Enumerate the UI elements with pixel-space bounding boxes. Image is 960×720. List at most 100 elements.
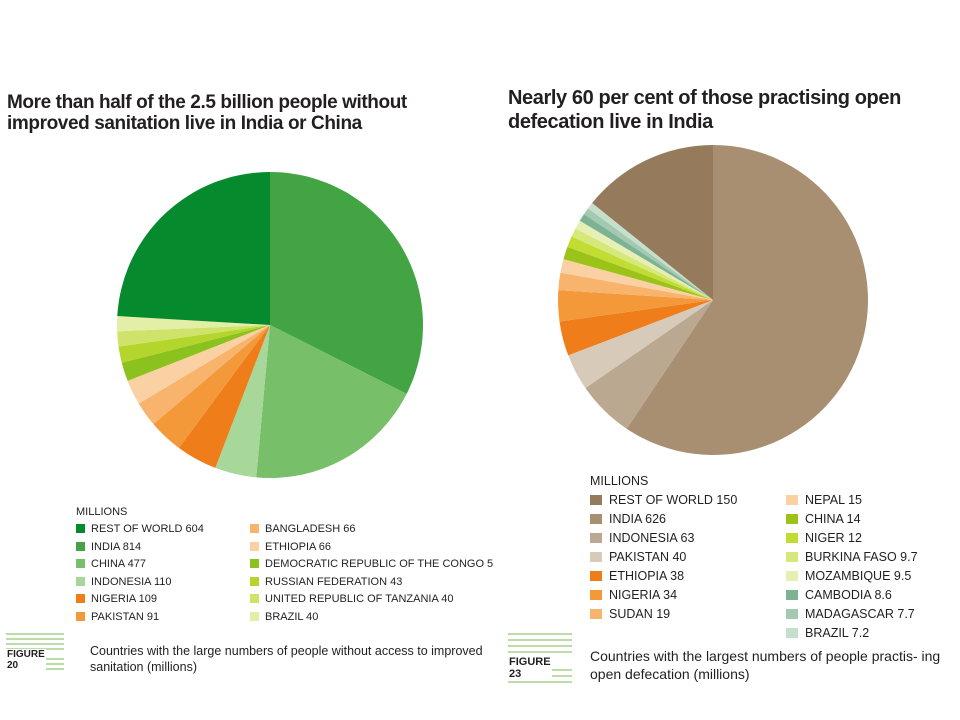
legend-label: CHINA 477 xyxy=(91,558,147,570)
legend-swatch xyxy=(590,552,602,562)
legend-label: NEPAL 15 xyxy=(805,493,862,507)
legend-item-ethiopia-38: ETHIOPIA 38 xyxy=(590,569,684,584)
legend-swatch xyxy=(250,594,259,603)
pie-slice-mozambique-9-5 xyxy=(575,220,713,300)
legend-label: BRAZIL 7.2 xyxy=(805,626,870,640)
pie-slice-rest-of-world-150 xyxy=(592,145,713,300)
legend-swatch xyxy=(76,524,85,533)
legend-label: RUSSIAN FEDERATION 43 xyxy=(265,575,403,588)
legend-item-niger-12: NIGER 12 xyxy=(786,531,862,546)
legend-item-brazil-7-2: BRAZIL 7.2 xyxy=(786,626,869,641)
legend-swatch xyxy=(786,628,798,638)
legend-item-rest-of-world-150: REST OF WORLD 150 xyxy=(590,493,737,508)
legend-item-mozambique-9-5: MOZAMBIQUE 9.5 xyxy=(786,569,911,584)
legend-swatch xyxy=(590,533,602,543)
figure-caption: Countries with the large numbers of peop… xyxy=(90,644,483,674)
legend-label: MOZAMBIQUE 9.5 xyxy=(805,569,912,583)
legend-swatch xyxy=(590,495,602,505)
legend-item-pakistan-40: PAKISTAN 40 xyxy=(590,550,686,565)
legend-swatch xyxy=(250,541,259,551)
legend-label: NIGERIA 34 xyxy=(609,588,678,602)
legend-item-cambodia-8-6: CAMBODIA 8.6 xyxy=(786,588,892,603)
legend-label: ETHIOPIA 66 xyxy=(265,540,332,553)
pie-slice-ethiopia-38 xyxy=(559,300,713,356)
legend-swatch xyxy=(786,533,798,543)
legend-item-indonesia-110: INDONESIA 110 xyxy=(76,576,172,589)
legend-item-bangladesh-66: BANGLADESH 66 xyxy=(250,523,355,536)
legend-swatch xyxy=(786,571,798,581)
legend-item-india-814: INDIA 814 xyxy=(76,541,141,554)
legend-label: MADAGASCAR 7.7 xyxy=(805,607,915,621)
legend-swatch xyxy=(590,609,602,619)
legend-label: SUDAN 19 xyxy=(609,607,671,621)
legend-item-sudan-19: SUDAN 19 xyxy=(590,607,670,622)
pie-slice-bangladesh-66 xyxy=(138,325,270,425)
pie-slice-ethiopia-66 xyxy=(127,325,270,404)
legend-item-brazil-40: BRAZIL 40 xyxy=(250,611,318,624)
legend-item-ethiopia-66: ETHIOPIA 66 xyxy=(250,541,331,554)
legend-label: DEMOCRATIC REPUBLIC OF THE CONGO 5 xyxy=(265,558,494,570)
pie-slice-nepal-15 xyxy=(560,259,713,300)
legend-label: ETHIOPIA 38 xyxy=(609,569,685,583)
legend-label: BURKINA FASO 9.7 xyxy=(805,550,918,564)
legend-item-india-626: INDIA 626 xyxy=(590,512,666,527)
legend-label: INDONESIA 63 xyxy=(609,531,695,545)
pie-slice-brazil-7-2 xyxy=(588,202,713,300)
legend-swatch xyxy=(250,559,259,568)
legend-swatch xyxy=(590,571,602,581)
figure-label: FIGURE 23 xyxy=(508,656,552,680)
legend-swatch xyxy=(786,590,798,600)
legend-label: REST OF WORLD 150 xyxy=(609,493,738,507)
legend-item-nigeria-109: NIGERIA 109 xyxy=(76,593,157,606)
legend-swatch xyxy=(250,576,259,586)
pie-slice-democratic-republic-of-the-congo-5 xyxy=(121,325,270,381)
legend-swatch xyxy=(590,514,602,524)
legend-swatch xyxy=(250,524,259,533)
chart-title: Nearly 60 per cent of those practising o… xyxy=(508,87,901,133)
legend-label: BRAZIL 40 xyxy=(265,610,319,623)
pie-slice-cambodia-8-6 xyxy=(579,214,713,300)
pie-slice-pakistan-40 xyxy=(568,300,713,389)
pie-slice-indonesia-110 xyxy=(215,325,270,478)
legend-swatch xyxy=(76,559,85,568)
pie-slice-nigeria-34 xyxy=(558,290,713,322)
legend-item-china-14: CHINA 14 xyxy=(786,512,861,527)
pie-slice-india-626 xyxy=(626,145,869,455)
legend-label: PAKISTAN 40 xyxy=(609,550,687,564)
figure-label: FIGURE 20 xyxy=(6,649,46,671)
legend-label: CAMBODIA 8.6 xyxy=(805,588,892,602)
chart-title: More than half of the 2.5 billion people… xyxy=(7,92,407,134)
legend-label: INDIA 626 xyxy=(609,512,666,526)
figure-caption: Countries with the largest numbers of pe… xyxy=(590,648,941,682)
legend-header: MILLIONS xyxy=(76,506,128,518)
legend-label: NIGERIA 109 xyxy=(91,593,158,605)
pie-slice-united-republic-of-tanzania-40 xyxy=(117,325,270,347)
pie-slice-madagascar-7-7 xyxy=(583,208,713,300)
legend-item-indonesia-63: INDONESIA 63 xyxy=(590,531,694,546)
legend-label: REST OF WORLD 604 xyxy=(91,523,204,535)
pie-slice-nigeria-109 xyxy=(178,325,270,468)
legend-swatch xyxy=(786,514,798,524)
pie-slice-china-477 xyxy=(256,325,407,479)
legend-swatch xyxy=(76,541,85,551)
legend-swatch xyxy=(786,609,798,619)
pie-slice-niger-12 xyxy=(567,236,713,300)
legend-item-china-477: CHINA 477 xyxy=(76,558,146,571)
legend-item-rest-of-world-604: REST OF WORLD 604 xyxy=(76,523,204,536)
pie-chart xyxy=(558,145,869,455)
legend-item-burkina-faso-9-7: BURKINA FASO 9.7 xyxy=(786,550,918,565)
pie-slice-china-14 xyxy=(563,246,713,300)
legend-label: NIGER 12 xyxy=(805,531,862,545)
legend-swatch xyxy=(76,611,85,621)
pie-slice-burkina-faso-9-7 xyxy=(571,228,713,300)
pie-slice-indonesia-63 xyxy=(585,300,713,429)
legend-swatch xyxy=(250,611,259,621)
legend-item-nepal-15: NEPAL 15 xyxy=(786,493,862,508)
legend-label: INDIA 814 xyxy=(91,540,142,553)
legend-label: INDONESIA 110 xyxy=(91,575,172,588)
legend-item-nigeria-34: NIGERIA 34 xyxy=(590,588,677,603)
legend-swatch xyxy=(786,495,798,505)
pie-slice-russian-federation-43 xyxy=(118,325,270,363)
pie-slice-pakistan-91 xyxy=(153,325,270,448)
legend-label: BANGLADESH 66 xyxy=(265,523,356,535)
